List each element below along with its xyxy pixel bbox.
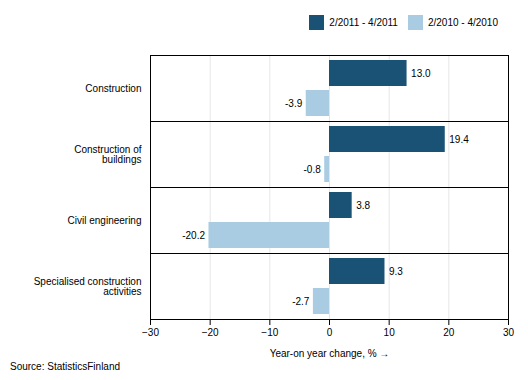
svg-text:0: 0: [327, 327, 333, 338]
svg-text:9.3: 9.3: [389, 266, 403, 277]
svg-text:20: 20: [443, 327, 455, 338]
html-text:Source: StatisticsFinland: Source: StatisticsFinland: [10, 361, 121, 372]
html-text:2/2010 - 4/2010: 2/2010 - 4/2010: [427, 17, 498, 28]
svg-text:-3.9: -3.9: [285, 98, 303, 109]
svg-text:-2.7: -2.7: [292, 296, 310, 307]
svg-text:3.8: 3.8: [356, 200, 370, 211]
svg-text:Construction: Construction: [85, 83, 141, 94]
svg-text:19.4: 19.4: [449, 134, 469, 145]
svg-text:−10: −10: [261, 327, 278, 338]
svg-text:-20.2: -20.2: [182, 230, 205, 241]
svg-text:10: 10: [384, 327, 396, 338]
svg-text:−20: −20: [202, 327, 219, 338]
svg-text:Specialised constructionactivi: Specialised constructionactivities: [34, 276, 142, 297]
svg-text:Year-on year change, % →: Year-on year change, % →: [270, 348, 390, 359]
svg-text:30: 30: [503, 327, 515, 338]
html-text:2/2011 - 4/2011: 2/2011 - 4/2011: [329, 17, 398, 28]
svg-text:13.0: 13.0: [411, 68, 431, 79]
svg-text:-0.8: -0.8: [303, 164, 321, 175]
svg-text:Construction ofbuildings: Construction ofbuildings: [74, 144, 141, 165]
svg-text:Civil engineering: Civil engineering: [68, 215, 142, 226]
svg-text:−30: −30: [142, 327, 159, 338]
